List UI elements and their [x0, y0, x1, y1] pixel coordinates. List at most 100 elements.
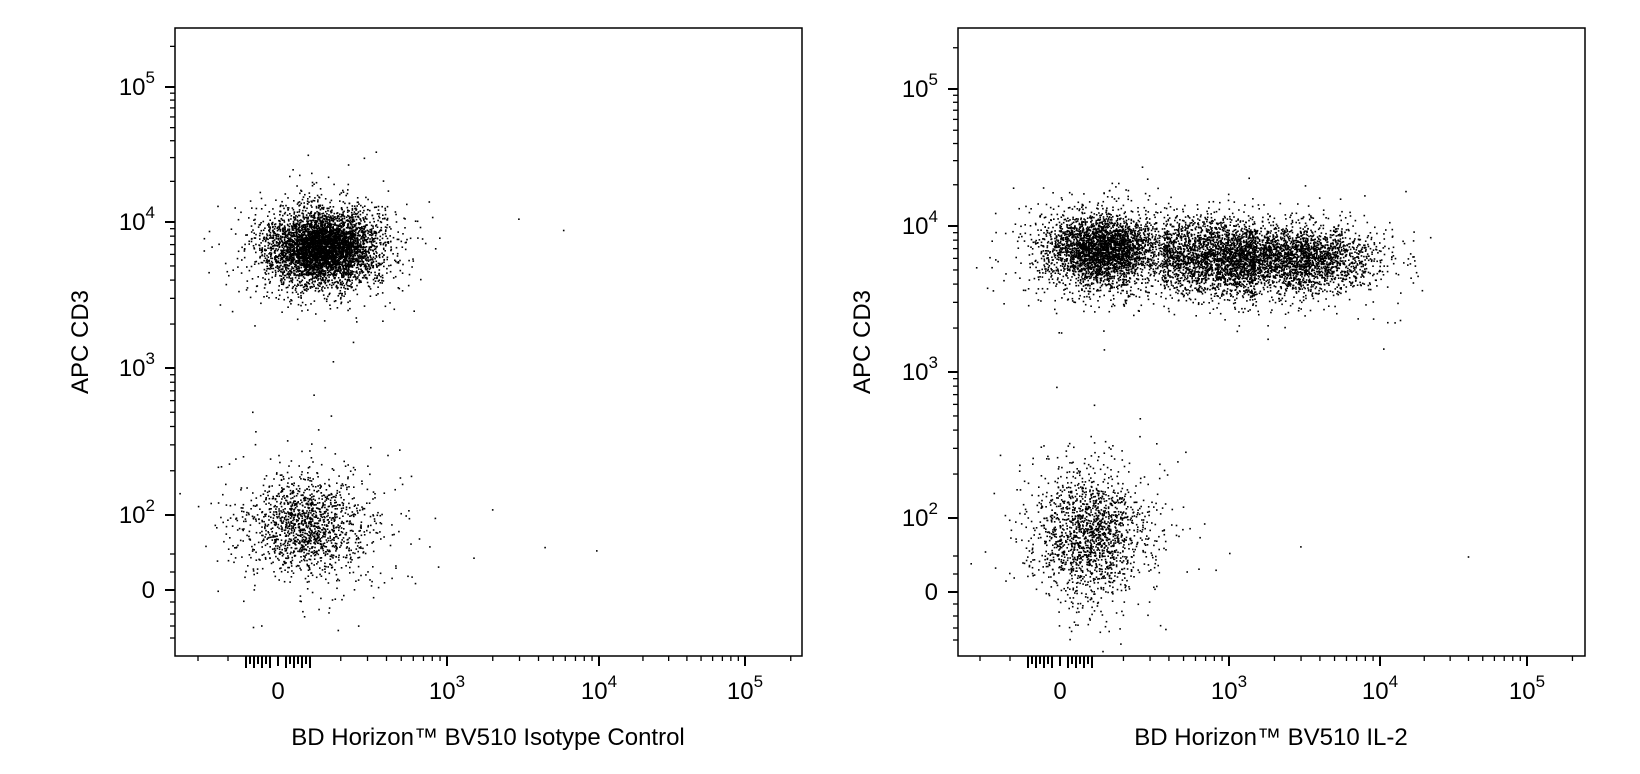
event-dot: [288, 277, 290, 279]
event-dot: [297, 296, 300, 298]
event-dot: [283, 236, 286, 239]
event-dot: [314, 249, 317, 251]
event-dot: [292, 222, 295, 224]
event-dot: [342, 211, 344, 214]
event-dot: [283, 229, 286, 231]
event-dot: [305, 288, 308, 290]
event-dot: [303, 246, 305, 248]
event-dot: [323, 258, 326, 261]
event-dot: [330, 223, 333, 225]
event-dot: [362, 217, 364, 219]
event-dot: [334, 262, 337, 265]
event-dot: [248, 269, 251, 272]
event-dot: [314, 236, 317, 239]
event-dot: [366, 267, 369, 270]
event-dot: [352, 244, 355, 246]
event-dot: [333, 228, 335, 231]
event-dot: [300, 296, 302, 299]
event-dot: [331, 217, 333, 220]
event-dot: [306, 234, 309, 236]
event-dot: [291, 240, 294, 242]
event-dot: [327, 266, 329, 268]
event-dot: [287, 306, 289, 308]
event-dot: [315, 313, 317, 315]
event-dot: [282, 268, 284, 270]
event-dot: [378, 256, 381, 259]
event-dot: [363, 305, 366, 307]
event-dot: [355, 207, 357, 210]
event-dot: [289, 274, 292, 276]
event-dot: [357, 263, 359, 265]
event-dot: [316, 256, 319, 259]
event-dot: [396, 261, 399, 264]
event-dot: [262, 237, 265, 239]
event-dot: [334, 242, 337, 245]
event-dot: [347, 261, 350, 264]
event-dot: [357, 266, 359, 269]
event-dot: [307, 228, 309, 231]
event-dot: [356, 321, 358, 323]
event-dot: [365, 224, 368, 226]
event-dot: [288, 284, 290, 287]
event-dot: [340, 215, 342, 218]
event-dot: [300, 294, 302, 297]
event-dot: [287, 207, 290, 209]
event-dot: [293, 258, 296, 261]
event-dot: [263, 268, 266, 271]
event-dot: [292, 229, 295, 231]
event-dot: [290, 215, 293, 217]
event-dot: [332, 266, 334, 269]
event-dot: [329, 265, 332, 267]
event-dot: [289, 213, 291, 215]
event-dot: [362, 246, 365, 249]
event-dot: [344, 291, 346, 293]
event-dot: [355, 247, 357, 249]
event-dot: [307, 309, 309, 311]
event-dot: [260, 208, 263, 210]
event-dot: [342, 276, 345, 279]
event-dot: [320, 239, 323, 241]
event-dot: [240, 211, 242, 214]
event-dot: [338, 245, 340, 247]
event-dot: [282, 265, 284, 268]
event-dot: [336, 261, 338, 263]
event-dot: [318, 213, 320, 215]
event-dot: [373, 282, 375, 285]
event-dot: [259, 232, 261, 235]
event-dot: [359, 249, 361, 251]
event-dot: [365, 239, 367, 242]
event-dot: [322, 233, 324, 235]
event-dot: [330, 199, 333, 202]
event-dot: [329, 225, 332, 228]
event-dot: [274, 269, 277, 272]
event-dot: [268, 297, 270, 299]
event-dot: [292, 208, 295, 211]
event-dot: [302, 196, 305, 198]
event-dot: [298, 241, 301, 243]
event-dot: [250, 225, 253, 227]
event-dot: [316, 253, 318, 255]
event-dot: [326, 238, 328, 240]
event-dot: [286, 276, 288, 279]
event-dot: [311, 228, 314, 231]
event-dot: [323, 275, 326, 278]
event-dot: [363, 219, 365, 221]
event-dot: [349, 307, 351, 310]
event-dot: [271, 245, 274, 247]
event-dot: [331, 248, 333, 250]
event-dot: [273, 213, 275, 215]
event-dot: [384, 217, 386, 220]
event-dot: [344, 268, 346, 271]
event-dot: [384, 245, 387, 247]
event-dot: [344, 264, 346, 267]
event-dot: [349, 226, 351, 228]
event-dot: [413, 310, 415, 312]
event-dot: [408, 273, 411, 276]
event-dot: [310, 265, 313, 267]
dot-layer: [179, 151, 598, 632]
event-dot: [297, 303, 300, 306]
event-dot: [342, 240, 344, 243]
event-dot: [313, 300, 316, 302]
event-dot: [368, 264, 370, 266]
event-dot: [285, 269, 288, 272]
